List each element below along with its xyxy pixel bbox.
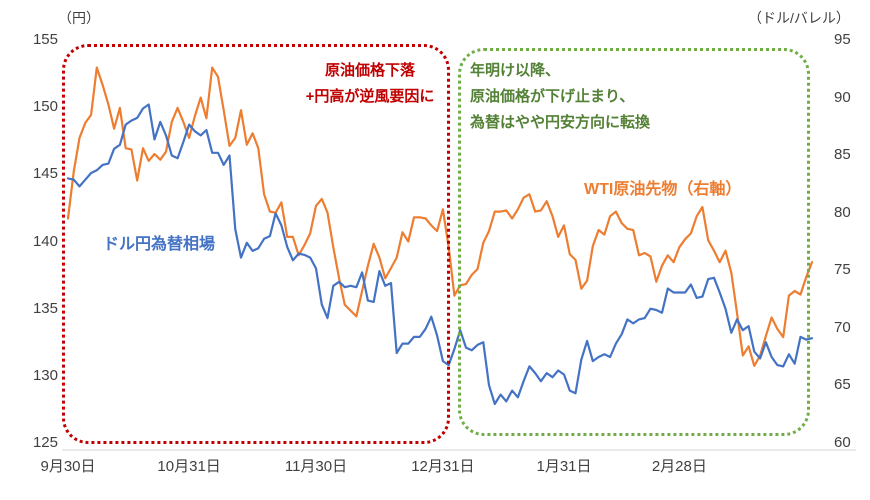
green-annotation-line: 年明け以降、 [470, 62, 561, 79]
y-left-tick-label: 150 [32, 98, 58, 116]
usdjpy-series-label: ドル円為替相場 [103, 236, 216, 253]
y-left-tick-label: 155 [32, 31, 58, 48]
red-annotation-line: 原油価格下落 [324, 62, 415, 79]
wti-series-label: WTI原油先物（右軸） [584, 181, 742, 198]
x-axis-tick-label: 1月31日 [536, 458, 592, 475]
x-axis-tick-label: 9月30日 [40, 458, 96, 475]
wti-line [66, 66, 814, 367]
y-right-tick-label: 80 [834, 203, 851, 221]
red-annotation-line: +円高が逆風要因に [305, 88, 435, 105]
x-axis-tick-label: 2月28日 [651, 458, 707, 475]
usdjpy-line [66, 103, 814, 406]
x-axis-tick-label: 12月31日 [411, 458, 475, 475]
red-annotation-text: 原油価格下落 +円高が逆風要因に [280, 58, 460, 110]
y-right-tick-label: 95 [834, 31, 851, 48]
left-axis-unit-label: （円） [58, 10, 100, 26]
y-left-tick-label: 130 [32, 366, 58, 384]
green-annotation-line: 為替はやや円安方向に転換 [470, 114, 651, 131]
y-left-tick-label: 145 [32, 165, 58, 183]
y-right-tick-label: 90 [834, 88, 851, 106]
right-axis-unit-label: （ドル/バレル） [748, 10, 850, 26]
y-left-tick-label: 125 [32, 434, 58, 451]
y-right-tick-label: 75 [834, 261, 851, 279]
y-left-tick-label: 135 [32, 299, 58, 317]
y-left-tick-label: 140 [32, 232, 58, 250]
x-axis-tick-label: 11月30日 [284, 458, 348, 475]
green-annotation-text: 年明け以降、 原油価格が下げ止まり、 為替はやや円安方向に転換 [470, 58, 650, 136]
y-right-tick-label: 60 [834, 434, 851, 451]
y-right-tick-label: 85 [834, 146, 851, 164]
x-axis-tick-label: 10月31日 [157, 458, 221, 475]
y-right-tick-label: 70 [834, 318, 851, 336]
y-right-tick-label: 65 [834, 376, 851, 394]
green-annotation-line: 原油価格が下げ止まり、 [470, 88, 635, 105]
